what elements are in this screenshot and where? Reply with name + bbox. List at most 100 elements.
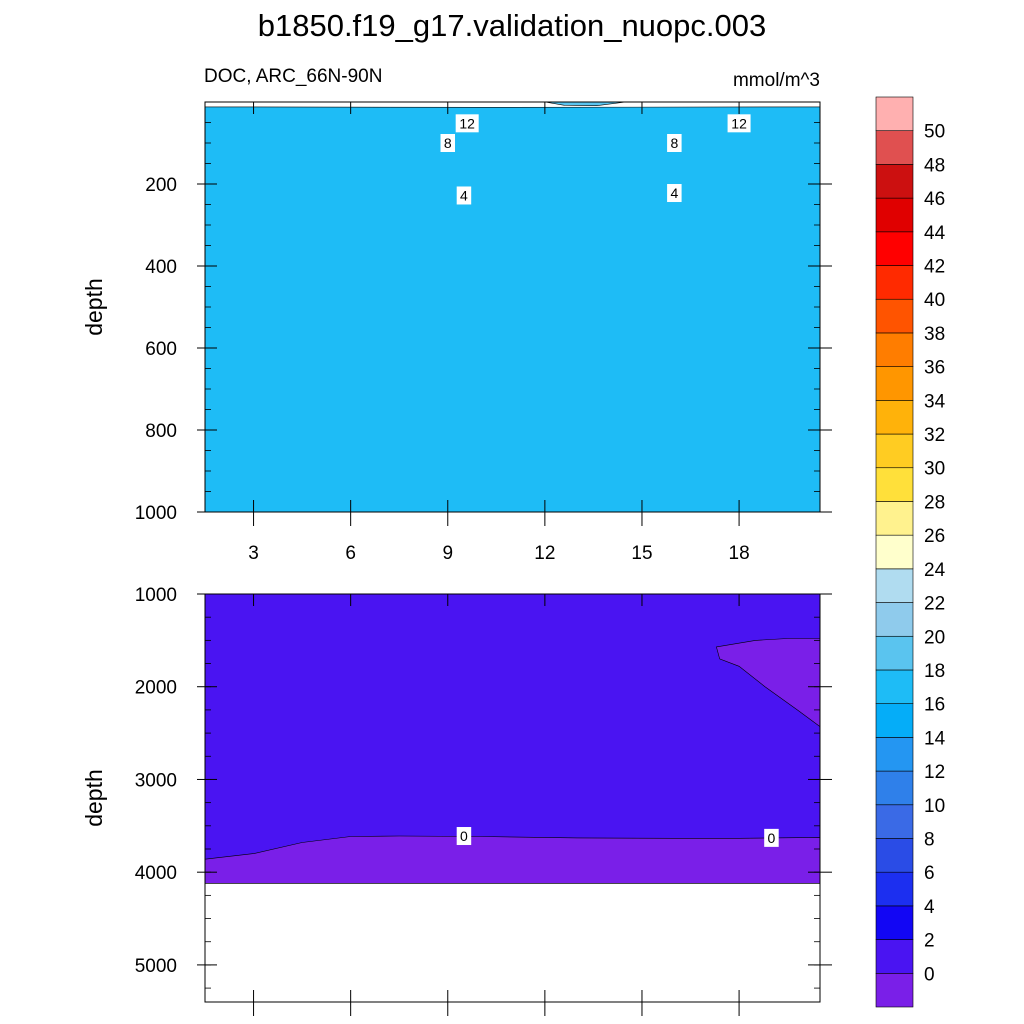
colorbar: 0246810121416182022242628303234363840424…	[875, 96, 946, 1008]
lower-contour-band-0	[205, 594, 820, 884]
colorbar-label: 6	[924, 863, 935, 884]
colorbar-swatch	[875, 602, 914, 637]
colorbar-swatch	[875, 905, 914, 940]
lower-depth-panel: 0 0 1000 2000 3000 4000 5000 depth	[81, 585, 832, 1016]
colorbar-label: 18	[924, 661, 945, 682]
contour-label-box	[455, 114, 479, 133]
colorbar-label: 2	[924, 931, 935, 952]
chart-title: b1850.f19_g17.validation_nuopc.003	[258, 8, 767, 43]
colorbar-swatch	[875, 197, 914, 233]
colorbar-label: 14	[924, 728, 946, 749]
colorbar-label: 20	[924, 627, 945, 648]
y-tick-label: 1000	[135, 585, 177, 606]
contour-label: 0	[460, 828, 468, 844]
contour-label: 0	[768, 830, 776, 846]
colorbar-swatch	[875, 501, 914, 536]
colorbar-swatch	[875, 433, 914, 469]
colorbar-label: 50	[924, 122, 945, 143]
upper-contour-patch-18	[544, 102, 626, 107]
colorbar-label: 48	[924, 155, 945, 176]
colorbar-swatch	[875, 635, 914, 671]
contour-label-box	[667, 184, 682, 203]
colorbar-label: 42	[924, 257, 945, 278]
contour-label: 4	[670, 185, 678, 201]
colorbar-label: 40	[924, 290, 945, 311]
colorbar-swatch	[875, 467, 914, 502]
y-tick-label: 600	[145, 339, 177, 360]
lower-contour-patch--2	[716, 638, 820, 727]
variable-region-label: DOC, ARC_66N-90N	[204, 66, 382, 87]
y-tick-label: 5000	[135, 956, 177, 977]
lower-contour-band--2	[205, 835, 820, 884]
contour-label-box	[440, 134, 456, 152]
y-tick-label: 200	[145, 175, 177, 196]
y-tick-label: 400	[145, 257, 177, 278]
y-tick-label: 800	[145, 421, 177, 442]
colorbar-swatch	[875, 96, 914, 132]
colorbar-swatch	[875, 669, 914, 704]
colorbar-label: 12	[924, 762, 945, 783]
colorbar-swatch	[875, 130, 914, 165]
contour-label-box	[456, 827, 472, 846]
colorbar-swatch	[875, 939, 914, 974]
colorbar-label: 34	[924, 391, 946, 412]
colorbar-swatch	[875, 298, 914, 334]
colorbar-swatch	[875, 838, 914, 873]
colorbar-label: 36	[924, 358, 945, 379]
colorbar-label: 38	[924, 324, 945, 345]
colorbar-label: 44	[924, 223, 946, 244]
x-tick-label: 9	[442, 543, 453, 564]
contour-label: 4	[460, 187, 468, 203]
contour-label-box	[727, 114, 751, 133]
colorbar-label: 16	[924, 695, 945, 716]
lower-contour-fill	[205, 594, 820, 884]
colorbar-swatch	[875, 164, 914, 199]
colorbar-swatch	[875, 972, 914, 1008]
colorbar-swatch	[875, 265, 914, 300]
contour-label-box	[764, 828, 779, 847]
colorbar-swatch	[875, 737, 914, 772]
y-tick-label: 3000	[135, 770, 177, 791]
contour-label: 8	[444, 135, 452, 151]
colorbar-swatch	[875, 804, 914, 839]
units-label: mmol/m^3	[733, 70, 820, 91]
y-tick-label: 4000	[135, 863, 177, 884]
colorbar-swatch	[875, 770, 914, 806]
colorbar-label: 4	[924, 897, 935, 918]
upper-depth-panel: 12 12 8 8 4 4 200 400 600 800 1000 3 6 9 12 15 18 depth	[81, 101, 832, 564]
lower-plot-frame	[204, 593, 821, 1003]
colorbar-label: 30	[924, 459, 945, 480]
colorbar-label: 46	[924, 189, 945, 210]
contour-label-box	[456, 186, 472, 205]
colorbar-swatch	[875, 366, 914, 401]
x-tick-label: 15	[631, 543, 652, 564]
upper-contour-fill	[205, 102, 820, 512]
colorbar-label: 28	[924, 492, 945, 513]
y-tick-label: 1000	[135, 503, 177, 524]
contour-label: 12	[731, 115, 747, 131]
colorbar-swatch	[875, 568, 914, 603]
colorbar-swatch	[875, 703, 914, 738]
colorbar-label: 26	[924, 526, 945, 547]
colorbar-label: 8	[924, 829, 935, 850]
x-tick-label: 18	[729, 543, 750, 564]
colorbar-label: 0	[924, 964, 935, 985]
y-tick-label: 2000	[135, 678, 177, 699]
colorbar-label: 22	[924, 594, 945, 615]
contour-label: 12	[459, 115, 475, 131]
lower-y-axis-label: depth	[81, 769, 107, 827]
x-tick-label: 3	[248, 543, 259, 564]
colorbar-swatch	[875, 231, 914, 266]
colorbar-swatch	[875, 400, 914, 435]
colorbar-label: 32	[924, 425, 945, 446]
contour-label: 8	[670, 135, 678, 151]
colorbar-label: 10	[924, 796, 945, 817]
x-tick-label: 6	[345, 543, 356, 564]
colorbar-swatch	[875, 534, 914, 570]
contour-label-box	[667, 134, 682, 152]
upper-y-axis-label: depth	[81, 278, 107, 336]
colorbar-label: 24	[924, 560, 946, 581]
upper-contour-band-16	[205, 106, 820, 512]
colorbar-swatch	[875, 332, 914, 367]
